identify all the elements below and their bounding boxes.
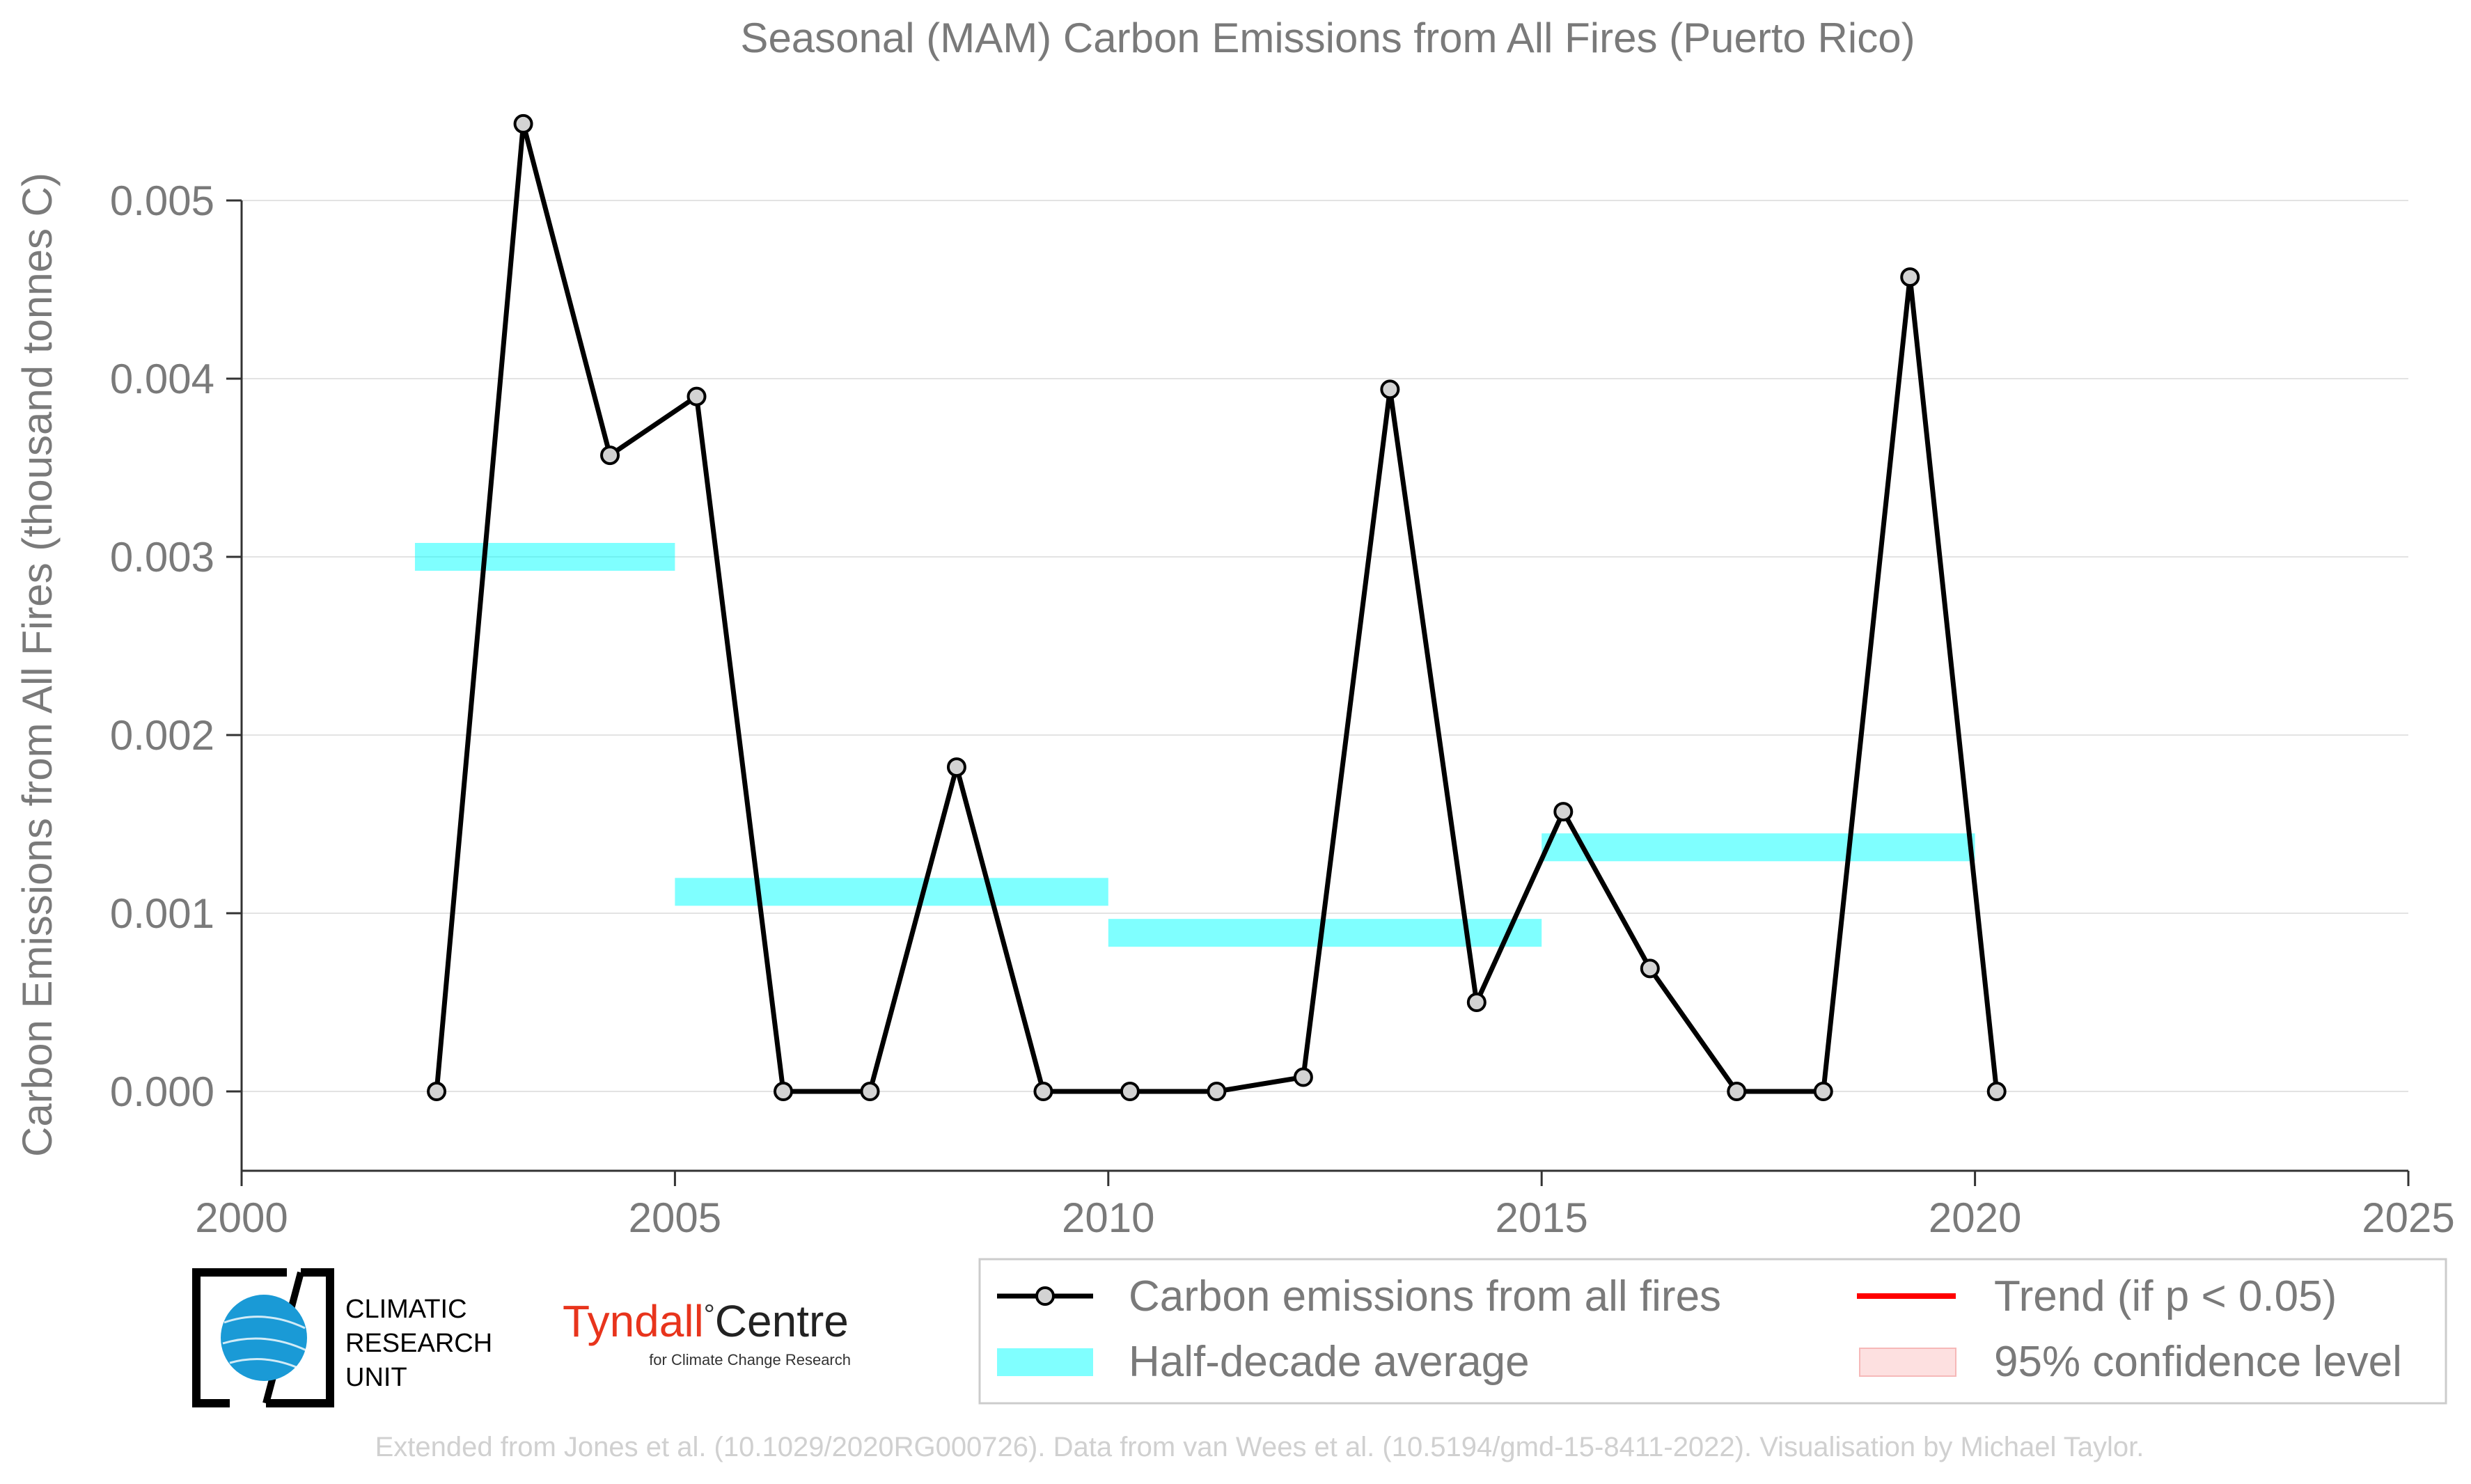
data-point [1466,993,1486,1012]
legend-entry-trend: Trend (if p < 0.05) [1857,1272,2337,1320]
half-decade-average-bar [675,878,1108,906]
data-point [687,386,707,406]
legend-entry-confidence: 95% confidence level [1859,1338,2402,1386]
tyndall-centre: Centre [715,1296,849,1346]
credit-text: Extended from Jones et al. (10.1029/2020… [375,1432,2144,1462]
y-ticks: 0.000 0.001 0.002 0.003 0.004 0.005 [110,177,242,1115]
y-tick-label: 0.003 [110,534,214,581]
data-point [600,445,620,466]
half-decade-average-bar [414,543,675,571]
legend-label-emissions: Carbon emissions from all fires [1129,1272,1721,1320]
y-tick-label: 0.000 [110,1068,214,1115]
legend-box [978,1258,2447,1405]
legend-label-trend: Trend (if p < 0.05) [1994,1272,2337,1320]
emissions-series [427,113,2007,1101]
x-tick-label: 2025 [2362,1194,2454,1241]
gridlines [242,200,2408,1092]
data-point [513,113,533,134]
data-point [774,1082,793,1101]
data-point [946,757,966,777]
data-point [1900,267,1920,287]
tyndall-name: Tyndall [563,1296,704,1346]
cru-logo-line3: UNIT [345,1363,407,1392]
data-point [860,1082,880,1101]
chart-title: Seasonal (MAM) Carbon Emissions from All… [740,15,1915,61]
data-point [1640,958,1660,979]
data-point [1033,1082,1053,1101]
data-point [427,1082,447,1101]
y-tick-label: 0.005 [110,177,214,224]
axes [240,200,2408,1172]
y-axis-label: Carbon Emissions from All Fires (thousan… [14,173,61,1157]
tyndall-degree: ° [704,1300,715,1330]
x-tick-label: 2010 [1062,1194,1154,1241]
legend-label-half-decade: Half-decade average [1129,1338,1530,1386]
data-point [1380,379,1400,400]
x-tick-label: 2020 [1929,1194,2021,1241]
data-point [1293,1067,1313,1087]
half-decade-average-bar [1542,833,1975,862]
data-point [1207,1082,1227,1101]
x-tick-label: 2005 [629,1194,721,1241]
x-ticks: 2000 2005 2010 2015 2020 2025 [195,1171,2455,1241]
legend-entry-half-decade: Half-decade average [997,1338,1530,1386]
legend: Carbon emissions from all fires Trend (i… [978,1258,2447,1405]
tyndall-subtitle: for Climate Change Research [649,1351,851,1368]
x-tick-label: 2015 [1495,1194,1587,1241]
half-decade-average-bars [414,543,1975,947]
y-tick-label: 0.004 [110,356,214,402]
svg-text:Tyndall°Centre: Tyndall°Centre [563,1296,849,1346]
data-point [1120,1082,1140,1101]
y-tick-label: 0.002 [110,712,214,759]
tyndall-logo: Tyndall°Centre for Climate Change Resear… [563,1296,851,1368]
data-point [1986,1082,2007,1101]
cru-logo: CLIMATIC RESEARCH UNIT [192,1268,492,1407]
legend-entry-emissions: Carbon emissions from all fires [997,1272,1721,1320]
cru-logo-line2: RESEARCH [345,1329,492,1358]
data-point [1727,1082,1747,1101]
data-point [1553,802,1574,822]
legend-label-confidence: 95% confidence level [1994,1338,2402,1386]
cru-logo-line1: CLIMATIC [345,1295,467,1324]
x-tick-label: 2000 [195,1194,288,1241]
y-tick-label: 0.001 [110,890,214,937]
data-point [1813,1082,1833,1101]
